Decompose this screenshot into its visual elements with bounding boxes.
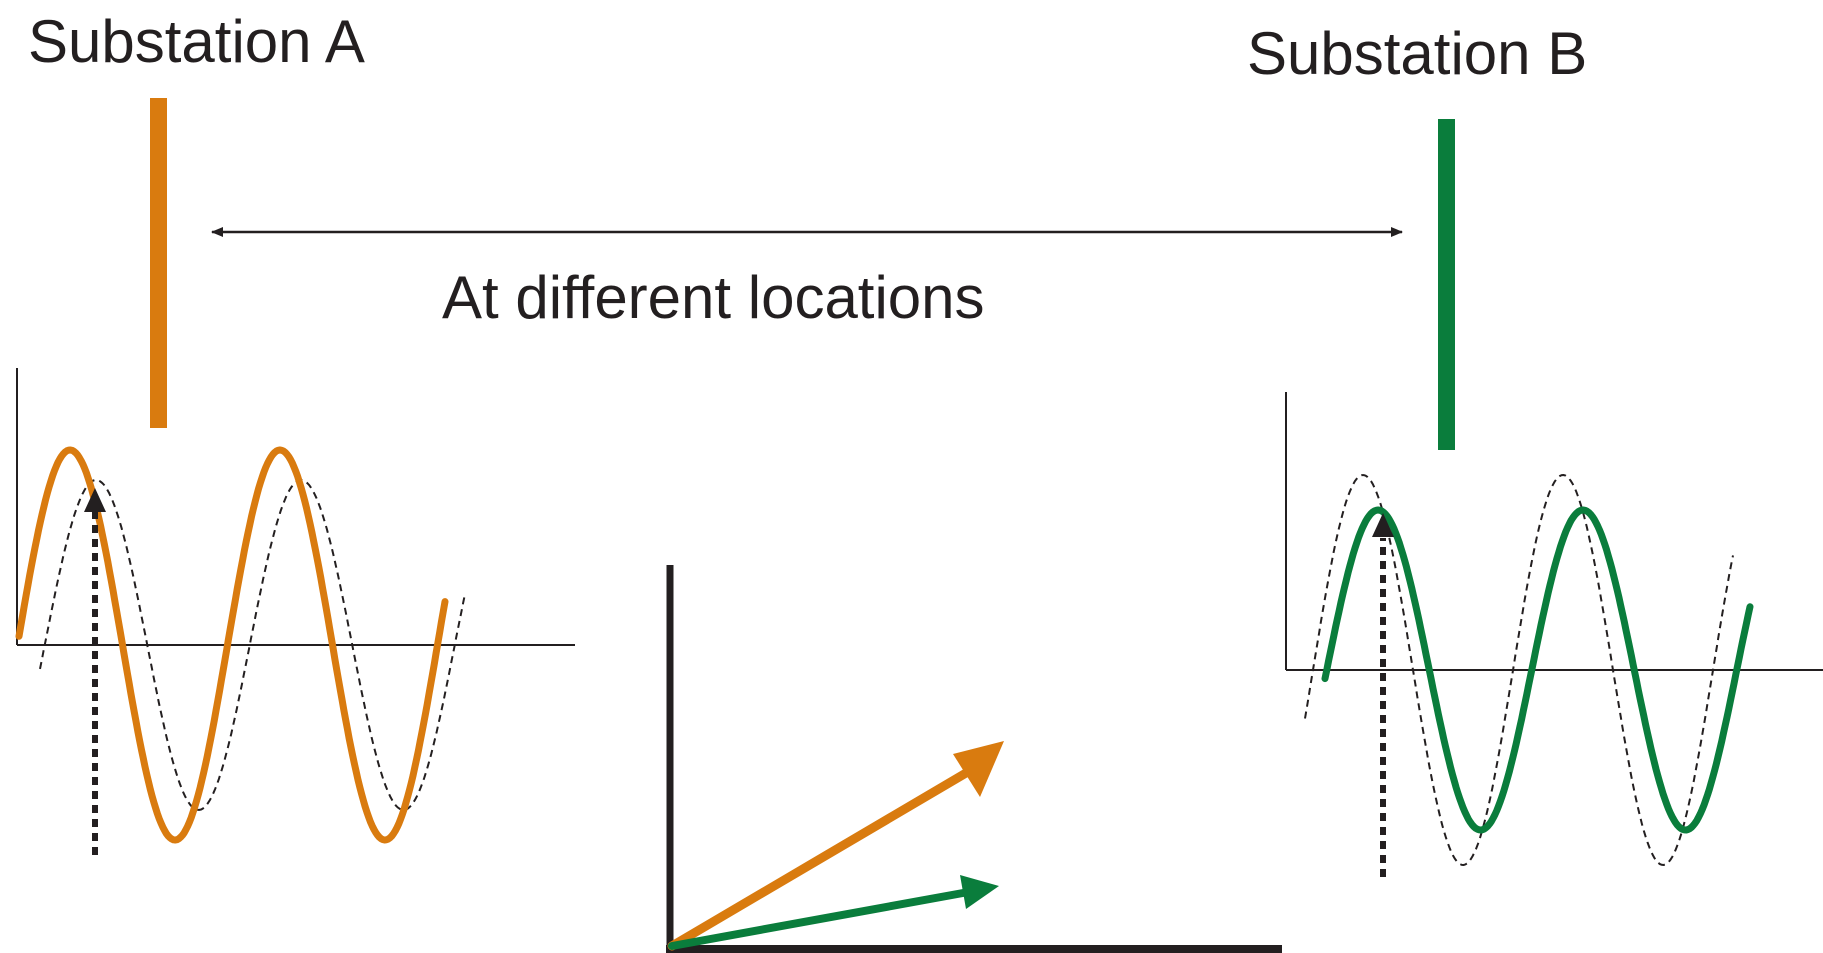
substation-b-bar	[1438, 119, 1455, 450]
reference-wave-b	[1304, 473, 1734, 867]
phasor-a-arrowhead	[953, 741, 1004, 797]
phasor-b-arrow	[668, 889, 967, 950]
voltage-wave-a	[15, 446, 449, 844]
phasor-a-arrow	[667, 768, 971, 951]
voltage-wave-b	[1321, 506, 1754, 834]
substation-a-waveform-plot	[15, 368, 575, 855]
phasor-diagram	[666, 565, 1282, 953]
phasor-b-arrowhead	[960, 875, 999, 909]
substation-b-title: Substation B	[1247, 20, 1587, 87]
substation-b-waveform-plot	[1285, 392, 1823, 877]
substation-a-bar	[150, 98, 167, 428]
distance-label: At different locations	[442, 264, 985, 331]
sample-marker-b-arrowhead	[1372, 513, 1394, 537]
sample-marker-a-arrowhead	[84, 488, 106, 512]
substation-a-title: Substation A	[28, 8, 365, 75]
